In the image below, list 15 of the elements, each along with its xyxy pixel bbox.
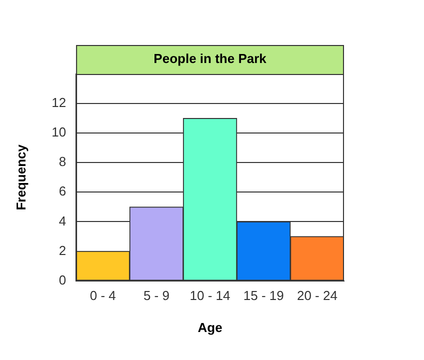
y-tick-label: 4 (58, 213, 66, 228)
y-tick-label: 8 (58, 154, 66, 170)
y-tick-label: 0 (58, 272, 66, 288)
y-axis-title: Frequency (13, 144, 28, 210)
x-tick-label: 10 - 14 (190, 288, 230, 304)
y-tick-label: 10 (52, 124, 66, 140)
x-tick-label: 15 - 19 (243, 288, 284, 304)
y-tick-label: 2 (58, 242, 66, 258)
y-tick-label: 12 (52, 95, 66, 110)
x-tick-label: 20 - 24 (296, 288, 338, 304)
x-tick-label: 0 - 4 (90, 288, 116, 304)
x-tick-label: 5 - 9 (143, 288, 170, 304)
y-tick-label: 6 (58, 184, 66, 199)
x-axis-title: Age (198, 320, 222, 335)
chart-title: People in the Park (154, 51, 268, 66)
